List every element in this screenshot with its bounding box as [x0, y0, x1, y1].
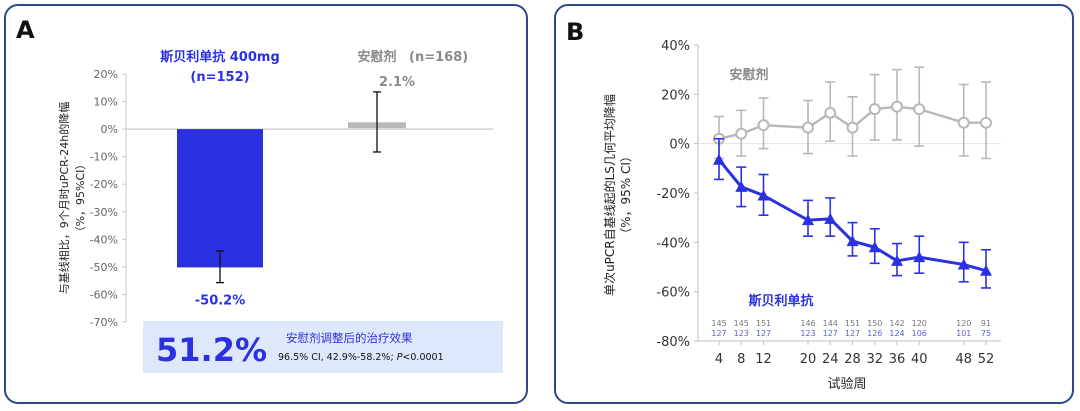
series-n-drug: (n=152): [190, 70, 249, 85]
y-tick-label: 0%: [101, 123, 118, 136]
n-at-risk-placebo: 145: [711, 319, 726, 328]
drug-point: [846, 235, 859, 247]
value-label-placebo: 2.1%: [379, 75, 415, 90]
n-at-risk-placebo: 120: [912, 319, 927, 328]
y-axis-label: 与基线相比，9个月时uPCR-24h的降幅: [57, 102, 71, 294]
drug-point: [735, 180, 748, 192]
x-axis-label: 试验周: [827, 376, 866, 392]
placebo-point: [757, 119, 770, 132]
drug-point: [980, 264, 992, 276]
y-tick-label: -10%: [90, 151, 118, 164]
series-name-drug: 斯贝利单抗 400mg: [160, 49, 280, 65]
placebo-point: [846, 121, 859, 134]
n-at-risk-placebo: 144: [823, 319, 838, 328]
drug-point: [913, 251, 926, 263]
series-n-placebo: (n=168): [409, 50, 468, 65]
placebo-point: [913, 103, 926, 116]
panel-a-letter: A: [16, 16, 35, 44]
y-tick-label: -20%: [90, 178, 118, 191]
n-at-risk-placebo: 91: [981, 319, 991, 328]
y-tick-label: -20%: [656, 187, 690, 202]
series-name-placebo: 安慰剂: [357, 49, 396, 65]
n-at-risk-placebo: 142: [889, 319, 904, 328]
drug-point: [957, 258, 970, 270]
series-label-drug: 斯贝利单抗: [748, 293, 813, 309]
ci-text: 96.5% CI, 42.9%-58.2%;: [278, 352, 397, 363]
x-tick-label: 32: [866, 352, 883, 367]
placebo-point: [735, 127, 748, 140]
placebo-point: [980, 116, 992, 129]
y-tick-label: 20%: [94, 68, 118, 81]
treatment-effect-ci: 96.5% CI, 42.9%-58.2%; P<0.0001: [278, 352, 444, 363]
n-at-risk-drug: 123: [734, 329, 749, 338]
placebo-point: [868, 103, 881, 116]
placebo-point: [802, 121, 814, 134]
y-tick-label: -70%: [90, 316, 118, 329]
y-axis-label: 单次uPCR自基线起的LS几何平均降幅: [602, 94, 617, 296]
treatment-effect-box: [143, 321, 503, 373]
drug-point: [713, 153, 725, 165]
placebo-point: [824, 106, 837, 119]
y-tick-label: -40%: [656, 236, 690, 251]
x-tick-label: 36: [889, 352, 906, 367]
x-tick-label: 24: [822, 352, 839, 367]
drug-point: [891, 254, 903, 266]
y-tick-label: -60%: [656, 286, 690, 301]
x-tick-label: 20: [800, 352, 817, 367]
panel-a: A 20% 10% 0% -10% -20% -30% -40% -50% -60% -70% 与基…: [4, 4, 528, 404]
n-at-risk-drug: 101: [956, 329, 971, 338]
x-tick-label: 12: [755, 352, 772, 367]
p-value: <0.0001: [402, 352, 443, 363]
panel-b: B 40% 20% 0% -20% -40% -60% -80% 4 8 12 20 24 28 32 36…: [554, 4, 1074, 404]
n-at-risk-drug: 127: [756, 329, 771, 338]
n-at-risk-drug: 127: [711, 329, 726, 338]
n-at-risk-drug: 126: [867, 329, 882, 338]
series-label-placebo: 安慰剂: [729, 67, 768, 83]
chart-a-svg: 20% 10% 0% -10% -20% -30% -40% -50% -60% -70% 与基线相…: [57, 49, 503, 373]
y-tick-label: -30%: [90, 206, 118, 219]
value-label-drug: -50.2%: [195, 294, 246, 309]
placebo-point: [891, 100, 903, 113]
y-axis-label-unit: （%，95% CI）: [619, 150, 633, 240]
treatment-effect-value: 51.2%: [156, 331, 267, 369]
x-tick-label: 8: [737, 352, 745, 367]
drug-point: [757, 189, 770, 201]
chart-b-svg: 40% 20% 0% -20% -40% -60% -80% 4 8 12 20 24 28 32 36 40…: [602, 39, 1001, 392]
y-tick-label: -80%: [656, 335, 690, 350]
y-tick-label: 0%: [669, 138, 690, 153]
bar-drug: [177, 129, 263, 268]
n-at-risk-drug: 127: [845, 329, 860, 338]
n-at-risk-placebo: 145: [734, 319, 749, 328]
x-tick-label: 52: [978, 352, 995, 367]
treatment-effect-title: 安慰剂调整后的治疗效果: [286, 331, 413, 345]
n-at-risk-drug: 75: [981, 329, 991, 338]
drug-point: [824, 212, 837, 224]
x-tick-label: 40: [911, 352, 928, 367]
x-tick-label: 4: [715, 352, 723, 367]
x-tick-label: 48: [955, 352, 972, 367]
placebo-point: [957, 116, 970, 129]
n-at-risk-drug: 127: [823, 329, 838, 338]
n-at-risk-placebo: 151: [756, 319, 771, 328]
n-at-risk-placebo: 151: [845, 319, 860, 328]
n-at-risk-placebo: 146: [800, 319, 815, 328]
n-at-risk-drug: 124: [889, 329, 904, 338]
n-at-risk-placebo: 120: [956, 319, 971, 328]
y-tick-label: 40%: [661, 39, 690, 54]
n-at-risk-placebo: 150: [867, 319, 882, 328]
drug-point: [802, 214, 814, 226]
y-tick-label: -50%: [90, 261, 118, 274]
p-label: P: [397, 352, 403, 363]
y-tick-label: 10%: [94, 96, 118, 109]
n-at-risk-drug: 123: [800, 329, 815, 338]
y-axis-label-unit: （%，95%CI）: [74, 159, 87, 238]
panel-b-letter: B: [566, 18, 585, 46]
n-at-risk-drug: 106: [912, 329, 927, 338]
y-tick-label: 20%: [661, 88, 690, 103]
x-tick-label: 28: [844, 352, 861, 367]
y-tick-label: -60%: [90, 288, 118, 301]
y-tick-label: -40%: [90, 233, 118, 246]
drug-point: [868, 241, 881, 253]
